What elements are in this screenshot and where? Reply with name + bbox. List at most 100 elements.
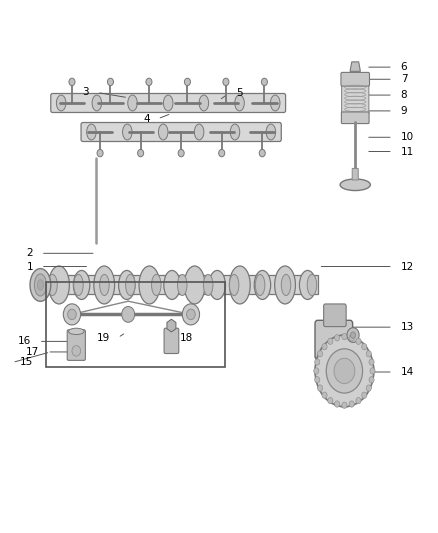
Circle shape [366, 385, 371, 391]
Circle shape [335, 401, 340, 407]
Ellipse shape [164, 270, 180, 300]
Ellipse shape [152, 274, 161, 295]
Circle shape [219, 149, 225, 157]
Text: 3: 3 [83, 87, 89, 98]
Circle shape [322, 392, 327, 398]
Text: 4: 4 [143, 114, 150, 124]
Text: 6: 6 [401, 62, 407, 72]
FancyBboxPatch shape [46, 276, 318, 294]
Circle shape [146, 78, 152, 86]
Circle shape [261, 78, 268, 86]
Circle shape [314, 368, 319, 374]
FancyBboxPatch shape [67, 330, 85, 360]
Circle shape [178, 149, 184, 157]
Ellipse shape [255, 274, 265, 295]
Circle shape [107, 78, 113, 86]
Text: 19: 19 [97, 333, 110, 343]
FancyBboxPatch shape [342, 81, 369, 116]
Ellipse shape [254, 270, 271, 300]
Ellipse shape [49, 266, 69, 304]
Ellipse shape [123, 124, 132, 140]
Circle shape [97, 149, 103, 157]
Polygon shape [167, 319, 176, 332]
Ellipse shape [37, 280, 43, 290]
Text: 13: 13 [401, 322, 414, 332]
Circle shape [366, 351, 371, 357]
Ellipse shape [126, 274, 135, 295]
Circle shape [328, 398, 333, 404]
FancyBboxPatch shape [164, 328, 179, 353]
Ellipse shape [92, 95, 102, 111]
Circle shape [356, 398, 361, 404]
Circle shape [122, 306, 134, 322]
Text: 5: 5 [236, 88, 243, 99]
Circle shape [370, 368, 375, 374]
Ellipse shape [100, 274, 109, 295]
Circle shape [349, 401, 354, 407]
Ellipse shape [57, 95, 66, 111]
Circle shape [369, 359, 374, 365]
Text: 2: 2 [26, 248, 33, 259]
Circle shape [64, 304, 81, 325]
Polygon shape [350, 62, 360, 71]
Ellipse shape [74, 270, 90, 300]
Ellipse shape [48, 274, 57, 295]
Ellipse shape [119, 270, 135, 300]
FancyBboxPatch shape [81, 123, 281, 141]
Circle shape [334, 358, 355, 384]
FancyBboxPatch shape [315, 320, 353, 359]
Ellipse shape [177, 274, 187, 295]
Ellipse shape [199, 95, 208, 111]
Ellipse shape [184, 266, 205, 304]
FancyBboxPatch shape [353, 182, 357, 185]
Ellipse shape [203, 274, 213, 295]
Circle shape [315, 335, 374, 407]
Ellipse shape [307, 274, 317, 295]
Circle shape [259, 149, 265, 157]
Bar [46, 282, 226, 367]
Text: 17: 17 [26, 347, 39, 357]
Text: 14: 14 [401, 367, 414, 377]
Text: 1: 1 [26, 262, 33, 271]
Text: 18: 18 [180, 333, 193, 343]
Circle shape [335, 335, 340, 341]
Text: 15: 15 [20, 358, 33, 367]
Text: 16: 16 [18, 336, 31, 346]
Circle shape [326, 349, 363, 393]
FancyBboxPatch shape [352, 168, 358, 180]
Circle shape [69, 78, 75, 86]
Ellipse shape [87, 124, 96, 140]
Circle shape [318, 351, 323, 357]
Text: 10: 10 [401, 132, 414, 142]
Circle shape [138, 149, 144, 157]
Ellipse shape [68, 328, 84, 335]
Circle shape [350, 332, 356, 338]
Ellipse shape [300, 270, 316, 300]
Circle shape [369, 377, 374, 383]
Circle shape [356, 338, 361, 344]
Circle shape [322, 344, 327, 350]
Circle shape [362, 344, 367, 350]
Ellipse shape [139, 266, 160, 304]
Text: 11: 11 [401, 147, 414, 157]
Ellipse shape [230, 274, 239, 295]
Circle shape [223, 78, 229, 86]
Text: 8: 8 [401, 90, 407, 100]
Circle shape [342, 402, 347, 408]
Ellipse shape [235, 95, 244, 111]
FancyBboxPatch shape [324, 304, 346, 327]
Circle shape [182, 304, 200, 325]
FancyBboxPatch shape [51, 93, 286, 112]
FancyBboxPatch shape [341, 72, 370, 86]
Ellipse shape [194, 124, 204, 140]
Ellipse shape [230, 266, 250, 304]
Ellipse shape [94, 266, 115, 304]
Text: 7: 7 [401, 74, 407, 84]
Circle shape [328, 338, 333, 344]
Circle shape [72, 345, 81, 356]
Ellipse shape [281, 274, 291, 295]
Ellipse shape [340, 179, 371, 191]
Circle shape [349, 335, 354, 341]
Ellipse shape [266, 124, 276, 140]
Ellipse shape [34, 274, 46, 296]
